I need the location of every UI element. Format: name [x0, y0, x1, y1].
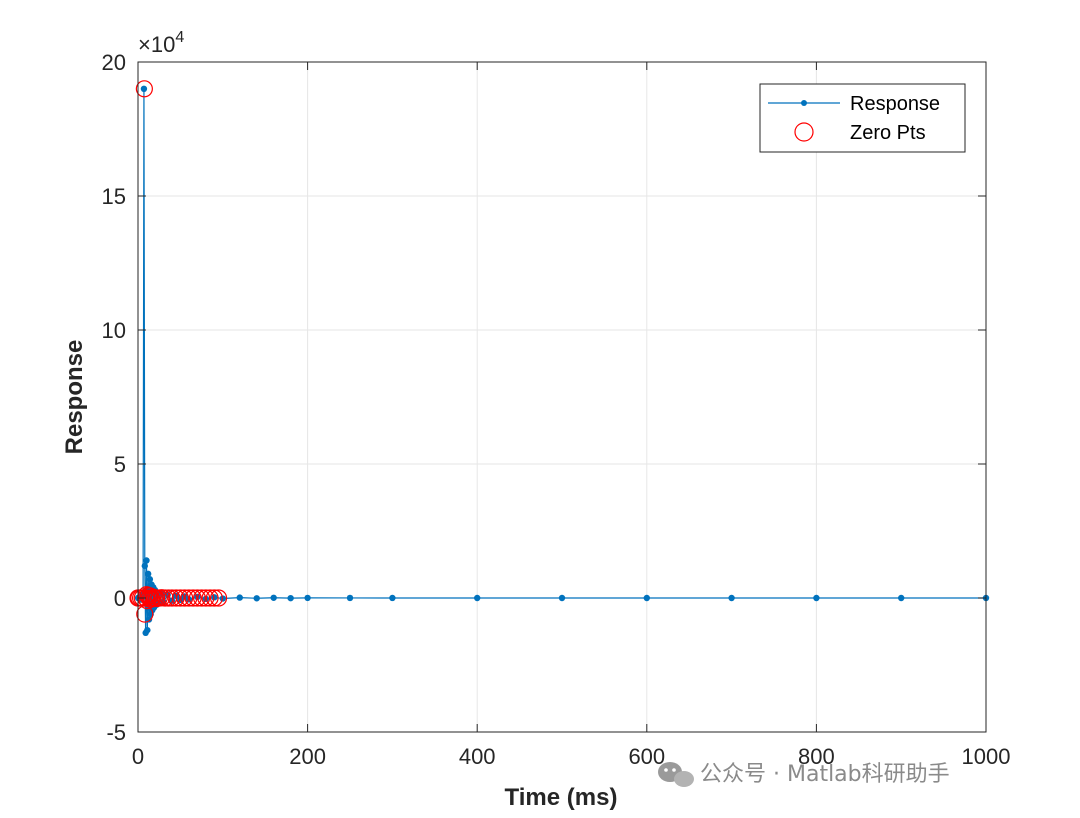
response-point — [146, 576, 154, 583]
zero-point-marker — [163, 589, 181, 607]
response-point — [558, 594, 566, 602]
x-tick-label: 1000 — [962, 744, 1011, 769]
legend-zero-pts-label: Zero Pts — [850, 122, 926, 144]
zero-point-marker — [205, 589, 223, 607]
y-tick-label: 10 — [102, 318, 126, 343]
response-point — [253, 595, 260, 602]
response-point — [144, 570, 152, 578]
x-tick-label: 0 — [132, 744, 144, 769]
legend-response-marker — [801, 100, 807, 106]
response-point — [346, 594, 354, 602]
zero-point-marker — [197, 589, 215, 607]
legend-box — [759, 83, 966, 153]
x-tick-label: 600 — [628, 744, 665, 769]
y-axis-title: Response — [61, 340, 88, 455]
zero-point-marker — [188, 589, 206, 607]
zero-point-marker — [176, 589, 194, 607]
zero-point-marker — [156, 589, 174, 607]
response-point — [304, 594, 311, 602]
response-point — [389, 594, 396, 602]
y-tick-label: 20 — [102, 50, 126, 75]
axes-box — [137, 61, 987, 733]
x-tick-label: 400 — [459, 744, 496, 769]
response-point — [141, 562, 148, 570]
response-point — [643, 594, 650, 602]
y-tick-label: 15 — [102, 184, 126, 209]
watermark-label: 公众号 · Matlab科研助手 — [700, 762, 950, 787]
y-tick-label: 5 — [114, 452, 126, 477]
response-point — [140, 85, 148, 93]
zero-point-marker — [180, 589, 198, 607]
legend: Response Zero Pts — [759, 83, 966, 153]
x-tick-label: 800 — [798, 744, 835, 769]
response-point — [144, 626, 151, 634]
legend-response-label: Response — [850, 93, 940, 115]
legend-zero-pts-marker — [794, 122, 814, 142]
response-point — [898, 594, 905, 602]
response-point — [287, 594, 294, 602]
grid — [138, 62, 986, 732]
plot-area — [138, 62, 986, 732]
y-tick-label: 0 — [114, 586, 126, 611]
wechat-icon — [658, 762, 694, 787]
y-exponent-label: ×104 — [138, 29, 184, 57]
watermark: 公众号 · Matlab科研助手 — [658, 762, 950, 787]
response-point — [813, 594, 820, 602]
zero-point-marker — [184, 589, 202, 607]
series-layer — [129, 80, 990, 637]
response-point — [270, 594, 277, 601]
response-point — [236, 594, 243, 601]
x-axis-title: Time (ms) — [505, 784, 618, 811]
zero-point-marker — [167, 589, 185, 607]
response-point — [474, 594, 481, 602]
zero-point-marker — [209, 589, 228, 607]
zero-point-marker — [135, 80, 153, 98]
x-tick-label: 200 — [289, 744, 326, 769]
y-tick-label: -5 — [106, 720, 126, 745]
zero-point-marker — [201, 589, 219, 607]
zero-point-marker — [193, 589, 211, 607]
response-point — [143, 557, 150, 564]
response-point — [728, 594, 735, 602]
zero-point-marker — [171, 589, 189, 607]
